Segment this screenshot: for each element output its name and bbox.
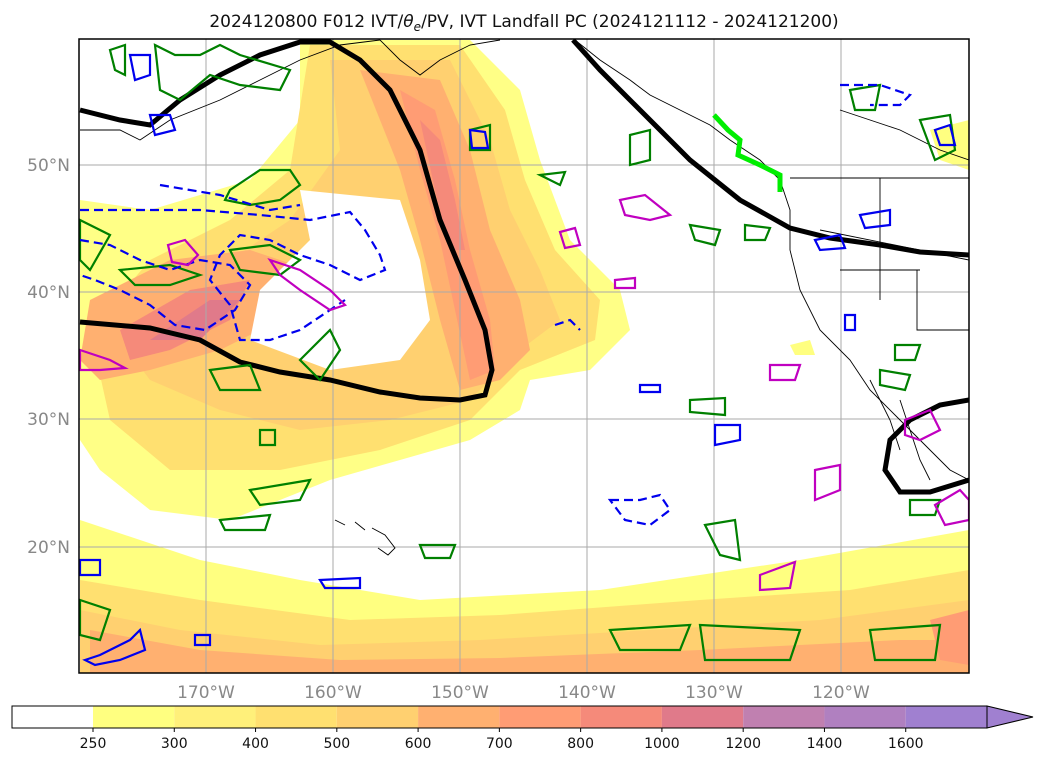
lat-label-40: 40°N [27,283,70,303]
latitude-labels: 50°N 40°N 30°N 20°N [27,156,70,558]
colorbar-swatch [661,706,744,728]
colorbar-swatch [580,706,662,728]
lat-label-50: 50°N [27,156,70,176]
lon-label-140w: 140°W [558,683,616,703]
title-prefix: 2024120800 F012 IVT/ [209,12,403,32]
map-border [78,38,970,674]
colorbar-label: 600 [405,736,432,752]
colorbar: 250 300 400 500 600 700 800 1000 1200 1400 1600 [11,705,1034,752]
colorbar-label: 1400 [807,736,843,752]
colorbar-swatch [336,706,419,728]
colorbar-label: 1600 [888,736,924,752]
colorbar-swatch [12,706,93,728]
pv-contours-blue [79,53,957,667]
pv-contours-green [79,43,957,662]
colorbar-label: 800 [567,736,594,752]
theta-e-contours [79,39,969,495]
figure-title: 2024120800 F012 IVT/θe/PV, IVT Landfall … [209,12,838,34]
colorbar-swatch [824,706,906,728]
colorbar-swatch [743,706,825,728]
colorbar-swatch [93,706,175,728]
title-suffix: /PV, IVT Landfall PC (2024121112 - 20241… [421,12,839,32]
lon-label-170w: 170°W [177,683,235,703]
landfall-line [712,113,783,192]
colorbar-labels: 250 300 400 500 600 700 800 1000 1200 1400 1600 [80,728,924,752]
colorbar-label: 500 [323,736,350,752]
ivt-shading [80,40,969,673]
colorbar-swatch [174,706,256,728]
colorbar-label: 300 [161,736,188,752]
colorbar-swatches [12,706,987,728]
colorbar-swatch [418,706,500,728]
colorbar-extend-arrow [986,705,1034,729]
title-theta: θ [403,12,414,32]
colorbar-label: 700 [486,736,513,752]
colorbar-label: 250 [80,736,107,752]
colorbar-swatch [255,706,337,728]
colorbar-label: 1200 [725,736,761,752]
lon-label-150w: 150°W [431,683,489,703]
lon-label-160w: 160°W [304,683,362,703]
graticule [79,39,969,673]
colorbar-swatch [905,706,987,728]
map-area [79,39,969,673]
lat-label-30: 30°N [27,410,70,430]
colorbar-label: 1000 [644,736,680,752]
pv-contours-blue-dashed [79,83,913,527]
colorbar-swatch [499,706,581,728]
longitude-labels: 170°W 160°W 150°W 140°W 130°W 120°W [177,683,870,703]
colorbar-label: 400 [242,736,269,752]
title-sub: e [414,20,421,34]
pv-contours-magenta [79,193,969,592]
lon-label-130w: 130°W [685,683,743,703]
lat-label-20: 20°N [27,538,70,558]
lon-label-120w: 120°W [812,683,870,703]
